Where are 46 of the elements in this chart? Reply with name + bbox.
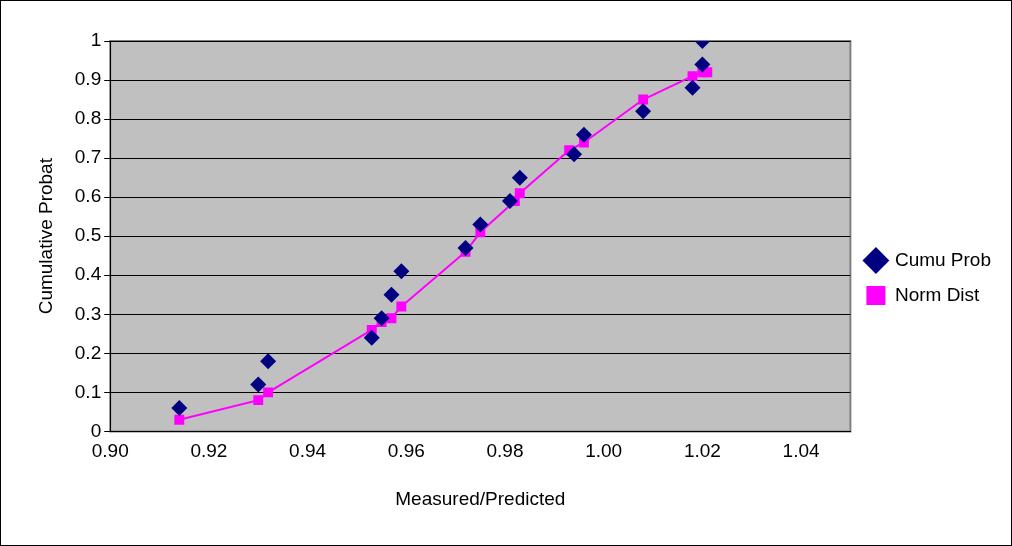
point [171, 399, 188, 416]
y-tick-label: 0.3 [74, 302, 102, 324]
y-tick-label: 0 [90, 419, 102, 441]
point [635, 103, 652, 120]
point [694, 56, 711, 73]
point [396, 301, 407, 312]
point [457, 239, 474, 256]
legend-label: Norm Dist [894, 283, 981, 305]
x-tick-label: 1.00 [585, 440, 623, 462]
point [514, 188, 525, 199]
y-tick-label: 0.6 [74, 185, 102, 207]
x-tick-label: 0.94 [289, 440, 327, 462]
point [566, 146, 583, 163]
point [363, 329, 380, 346]
point [638, 94, 649, 105]
x-tick-label: 0.90 [91, 440, 129, 462]
point [250, 376, 267, 393]
y-tick-label: 0.2 [74, 341, 102, 363]
x-tick-label: 1.02 [683, 440, 721, 462]
y-tick-label: 0.5 [74, 224, 102, 246]
x-tick-label: 1.04 [782, 440, 820, 462]
point [383, 286, 400, 303]
point [393, 263, 410, 280]
point [575, 126, 592, 143]
point [501, 193, 518, 210]
point [174, 414, 185, 425]
y-tick-label: 0.9 [74, 68, 102, 90]
point [472, 216, 489, 233]
point [684, 79, 701, 96]
point [260, 353, 277, 370]
point [687, 71, 698, 82]
x-tick-label: 0.96 [387, 440, 425, 462]
x-tick-label: 0.98 [486, 440, 524, 462]
point [511, 169, 528, 186]
y-tick-label: 0.8 [74, 107, 102, 129]
x-axis-title: Measured/Predicted [395, 487, 566, 509]
y-tick-label: 0.1 [74, 380, 102, 402]
point [263, 387, 274, 398]
point [253, 395, 264, 406]
y-tick-label: 1 [90, 29, 102, 51]
x-tick-label: 0.92 [190, 440, 228, 462]
y-axis-title: Cumulative Probat [34, 157, 56, 315]
legend-label: Cumu Prob [894, 248, 992, 270]
y-tick-label: 0.7 [74, 146, 102, 168]
point [373, 310, 390, 327]
y-tick-label: 0.4 [74, 263, 102, 285]
